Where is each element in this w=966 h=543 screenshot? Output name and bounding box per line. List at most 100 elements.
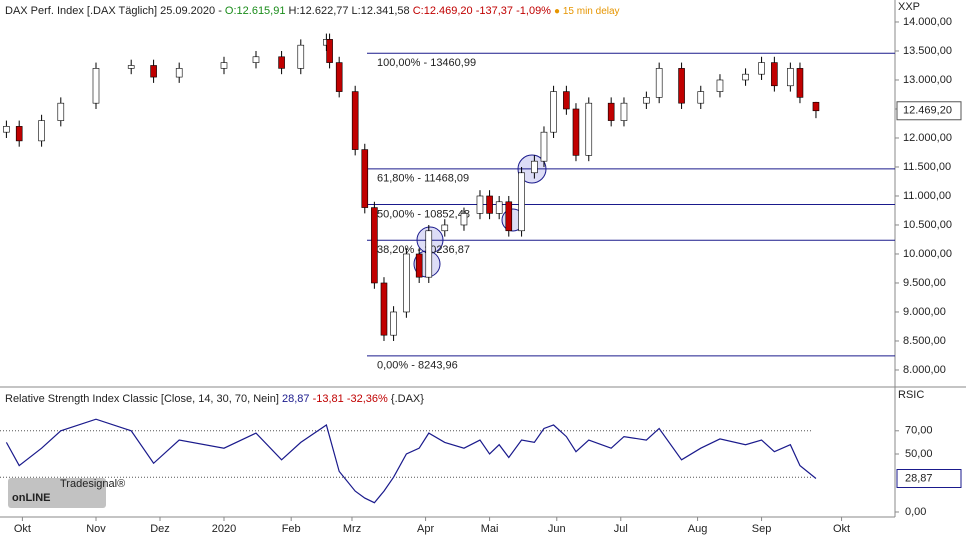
candle-body — [505, 201, 513, 232]
candle-body — [460, 213, 468, 226]
candle-body — [655, 68, 663, 98]
header-open: O:12.615,91 — [225, 5, 286, 17]
candle-body — [495, 201, 503, 214]
candle-body — [476, 195, 484, 214]
candle-body — [351, 91, 359, 150]
fib-label: 50,00% - 10852,48 — [377, 208, 470, 220]
candle-body — [15, 126, 23, 142]
candle-body — [812, 101, 820, 112]
x-tick-label: Jun — [548, 523, 566, 535]
x-tick-label: Okt — [14, 523, 31, 535]
last-price-box — [896, 101, 962, 121]
candle-body — [531, 160, 538, 174]
rsi-symbol: {.DAX} — [391, 393, 424, 405]
candle-body — [220, 62, 228, 69]
candle-body — [326, 39, 333, 63]
rsi-value: 28,87 — [282, 393, 310, 405]
y-tick-label: 12.000,00 — [903, 132, 952, 144]
header: DAX Perf. Index [.DAX Täglich] 25.09.202… — [5, 5, 620, 17]
candle-body — [361, 149, 369, 208]
header-title: DAX Perf. Index [.DAX Täglich] 25.09.202… — [5, 5, 222, 17]
rsi-y-tick-label: 50,00 — [905, 448, 933, 460]
rsi-header: Relative Strength Index Classic [Close, … — [5, 393, 424, 405]
candle-body — [415, 253, 423, 278]
y-tick-label: 10.500,00 — [903, 219, 952, 231]
axis-label: XXP — [898, 1, 920, 13]
logo: Tradesignal® onLINE — [8, 478, 125, 508]
rsi-title: Relative Strength Index Classic [Close, … — [5, 393, 279, 405]
header-close: C:12.469,20 — [413, 5, 473, 17]
candle-body — [563, 91, 570, 110]
candle-body — [550, 91, 557, 133]
candle-body — [540, 131, 548, 162]
candle-body — [252, 56, 260, 63]
rsi-last-box — [896, 469, 962, 489]
candle-body — [796, 68, 804, 98]
y-tick-label: 13.000,00 — [903, 74, 952, 86]
x-tick-label: Feb — [282, 523, 301, 535]
candle-body — [697, 91, 705, 104]
candle-body — [787, 68, 794, 87]
header-change-pct: -1,09% — [516, 5, 551, 17]
candle-body — [278, 56, 285, 69]
candle-body — [643, 97, 650, 104]
header-high: H:12.622,77 — [289, 5, 349, 17]
x-tick-label: Nov — [86, 523, 106, 535]
y-tick-label: 8.500,00 — [903, 335, 946, 347]
candle-body — [742, 73, 749, 81]
y-tick-label: 11.500,00 — [903, 161, 951, 173]
y-tick-label: 9.500,00 — [903, 277, 946, 289]
logo-big: onLINE — [12, 492, 51, 504]
header-delay: ● 15 min delay — [554, 6, 620, 17]
fib-label: 38,20% - 10236,87 — [377, 244, 470, 256]
candle-body — [57, 102, 65, 121]
x-tick-label: Dez — [150, 523, 170, 535]
candle-body — [441, 224, 449, 232]
fib-label: 100,00% - 13460,99 — [377, 57, 476, 69]
candle-body — [150, 65, 157, 78]
candle-body — [425, 230, 433, 278]
y-tick-label: 14.000,00 — [903, 16, 952, 28]
rsi-y-tick-label: 70,00 — [905, 425, 933, 437]
y-tick-label: 9.000,00 — [903, 306, 946, 318]
candle-body — [371, 207, 378, 284]
candle-body — [771, 62, 778, 87]
x-tick-label: Apr — [417, 523, 434, 535]
rsi-change-pct: -32,36% — [347, 393, 388, 405]
candle-body — [335, 62, 343, 92]
last-price-label: 12.469,20 — [903, 105, 952, 117]
fib-label: 0,00% - 8243,96 — [377, 360, 458, 372]
header-low: L:12.341,58 — [352, 5, 410, 17]
rsi-change: -13,81 — [313, 393, 344, 405]
candle-body — [127, 65, 135, 69]
y-tick-label: 11.000,00 — [903, 190, 951, 202]
y-tick-label: 10.000,00 — [903, 248, 952, 260]
x-tick-label: Mai — [481, 523, 499, 535]
y-tick-label: 13.500,00 — [903, 45, 952, 57]
candle-body — [716, 79, 724, 92]
candle-body — [297, 44, 305, 69]
y-tick-label: 8.000,00 — [903, 364, 946, 376]
x-tick-label: Mrz — [343, 523, 361, 535]
rsi-y-tick-label: 0,00 — [905, 506, 926, 518]
x-tick-label: 2020 — [212, 523, 236, 535]
x-tick-label: Sep — [752, 523, 772, 535]
candle-body — [380, 282, 388, 336]
candle-body — [585, 102, 593, 156]
x-tick-label: Okt — [833, 523, 850, 535]
candle-body — [92, 68, 100, 104]
candle-body — [3, 126, 10, 133]
candle-body — [175, 68, 183, 78]
candle-body — [518, 172, 525, 232]
logo-box — [8, 478, 106, 508]
candle-body — [607, 102, 615, 121]
candle-body — [486, 195, 493, 214]
candle-body — [620, 102, 628, 121]
rsi-axis-label: RSIC — [898, 389, 924, 401]
rsi-last-label: 28,87 — [905, 472, 933, 484]
candle-body — [758, 62, 765, 75]
x-tick-label: Jul — [614, 523, 628, 535]
candle-body — [403, 253, 410, 313]
